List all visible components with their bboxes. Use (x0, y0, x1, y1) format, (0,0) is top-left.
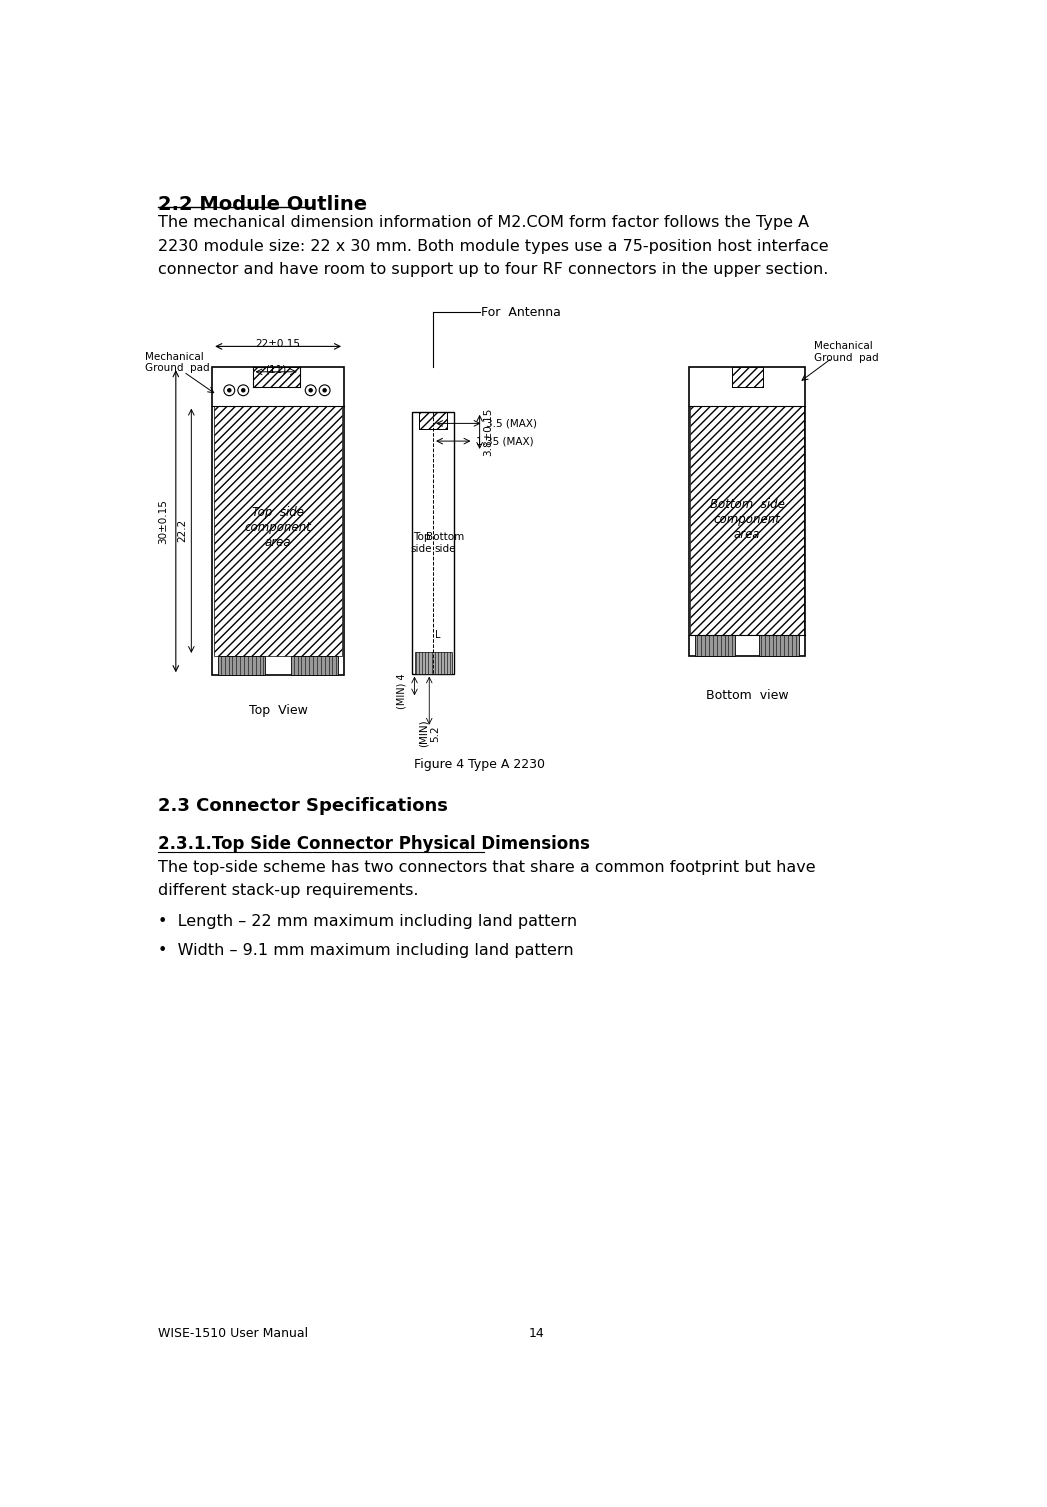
Text: Figure 4 Type A 2230: Figure 4 Type A 2230 (415, 758, 545, 772)
Text: 30±0.15: 30±0.15 (158, 499, 169, 544)
Circle shape (324, 389, 327, 392)
Bar (695, 634, 735, 656)
Bar (759, 634, 799, 656)
Circle shape (309, 389, 312, 392)
Bar (219, 656, 265, 675)
Text: Bottom  side
component
area: Bottom side component area (710, 499, 784, 541)
Text: (11): (11) (265, 365, 287, 374)
Text: (MIN)
5.2: (MIN) 5.2 (419, 720, 440, 747)
Bar (415, 653, 451, 674)
Text: Mechanical
Ground  pad: Mechanical Ground pad (144, 351, 209, 374)
Text: •  Length – 22 mm maximum including land pattern: • Length – 22 mm maximum including land … (158, 913, 577, 928)
Text: 2.2 Module Outline: 2.2 Module Outline (158, 194, 367, 214)
Bar (690, 405, 804, 634)
Text: 2.3 Connector Specifications: 2.3 Connector Specifications (158, 797, 448, 815)
Circle shape (242, 389, 245, 392)
Bar (291, 656, 338, 675)
Text: Bottom
side: Bottom side (426, 532, 465, 553)
Bar (419, 411, 447, 429)
Bar (689, 368, 805, 656)
Text: Bottom  view: Bottom view (706, 689, 788, 702)
Bar (213, 368, 344, 675)
Bar (214, 405, 342, 656)
Bar (413, 411, 454, 674)
Text: Top
side: Top side (410, 532, 432, 553)
Text: 14: 14 (529, 1326, 544, 1340)
Text: 3.5 (MAX): 3.5 (MAX) (486, 419, 537, 428)
Bar (252, 368, 299, 387)
Text: Top  side
component
area: Top side component area (245, 506, 312, 549)
Text: 2.3.1.Top Side Connector Physical Dimensions: 2.3.1.Top Side Connector Physical Dimens… (158, 835, 589, 853)
Text: The top-side scheme has two connectors that share a common footprint but have
di: The top-side scheme has two connectors t… (158, 860, 816, 898)
Text: For  Antenna: For Antenna (482, 306, 561, 319)
Text: WISE-1510 User Manual: WISE-1510 User Manual (158, 1326, 308, 1340)
Text: Mechanical
Ground  pad: Mechanical Ground pad (815, 341, 879, 363)
Text: 22±0.15: 22±0.15 (255, 339, 300, 348)
Text: •  Width – 9.1 mm maximum including land pattern: • Width – 9.1 mm maximum including land … (158, 943, 574, 958)
Text: L: L (435, 630, 440, 640)
Text: 3.8±0.15: 3.8±0.15 (483, 408, 493, 457)
Text: Top  View: Top View (249, 704, 308, 717)
Bar (732, 368, 762, 387)
Circle shape (228, 389, 230, 392)
Text: The mechanical dimension information of M2.COM form factor follows the Type A
22: The mechanical dimension information of … (158, 216, 828, 277)
Text: 22.2: 22.2 (177, 518, 187, 543)
Text: (MIN) 4: (MIN) 4 (396, 674, 406, 710)
Text: 1.35 (MAX): 1.35 (MAX) (475, 436, 533, 446)
